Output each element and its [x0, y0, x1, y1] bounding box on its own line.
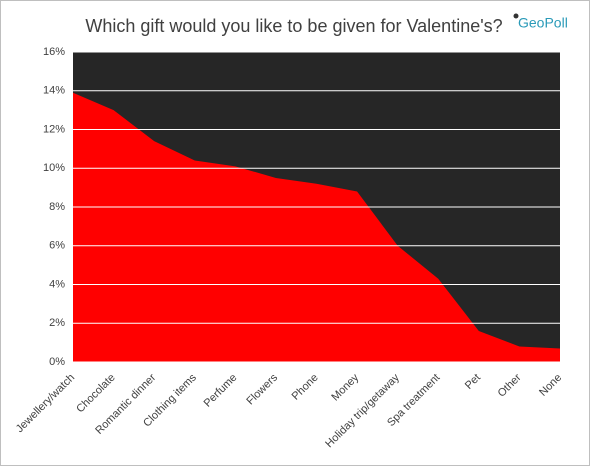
y-tick-label: 12%	[43, 123, 65, 135]
chart-title: Which gift would you like to be given fo…	[85, 16, 502, 36]
y-tick-label: 2%	[49, 317, 65, 329]
area	[73, 92, 560, 362]
y-tick-label: 14%	[43, 85, 65, 97]
logo-icon	[513, 13, 519, 19]
y-tick-label: 10%	[43, 162, 65, 174]
y-tick-label: 16%	[43, 46, 65, 58]
y-tick-label: 0%	[49, 356, 65, 368]
logo: GeoPoll	[518, 15, 568, 31]
y-tick-label: 4%	[49, 278, 65, 290]
y-tick-label: 6%	[49, 240, 65, 252]
y-tick-label: 8%	[49, 201, 65, 213]
